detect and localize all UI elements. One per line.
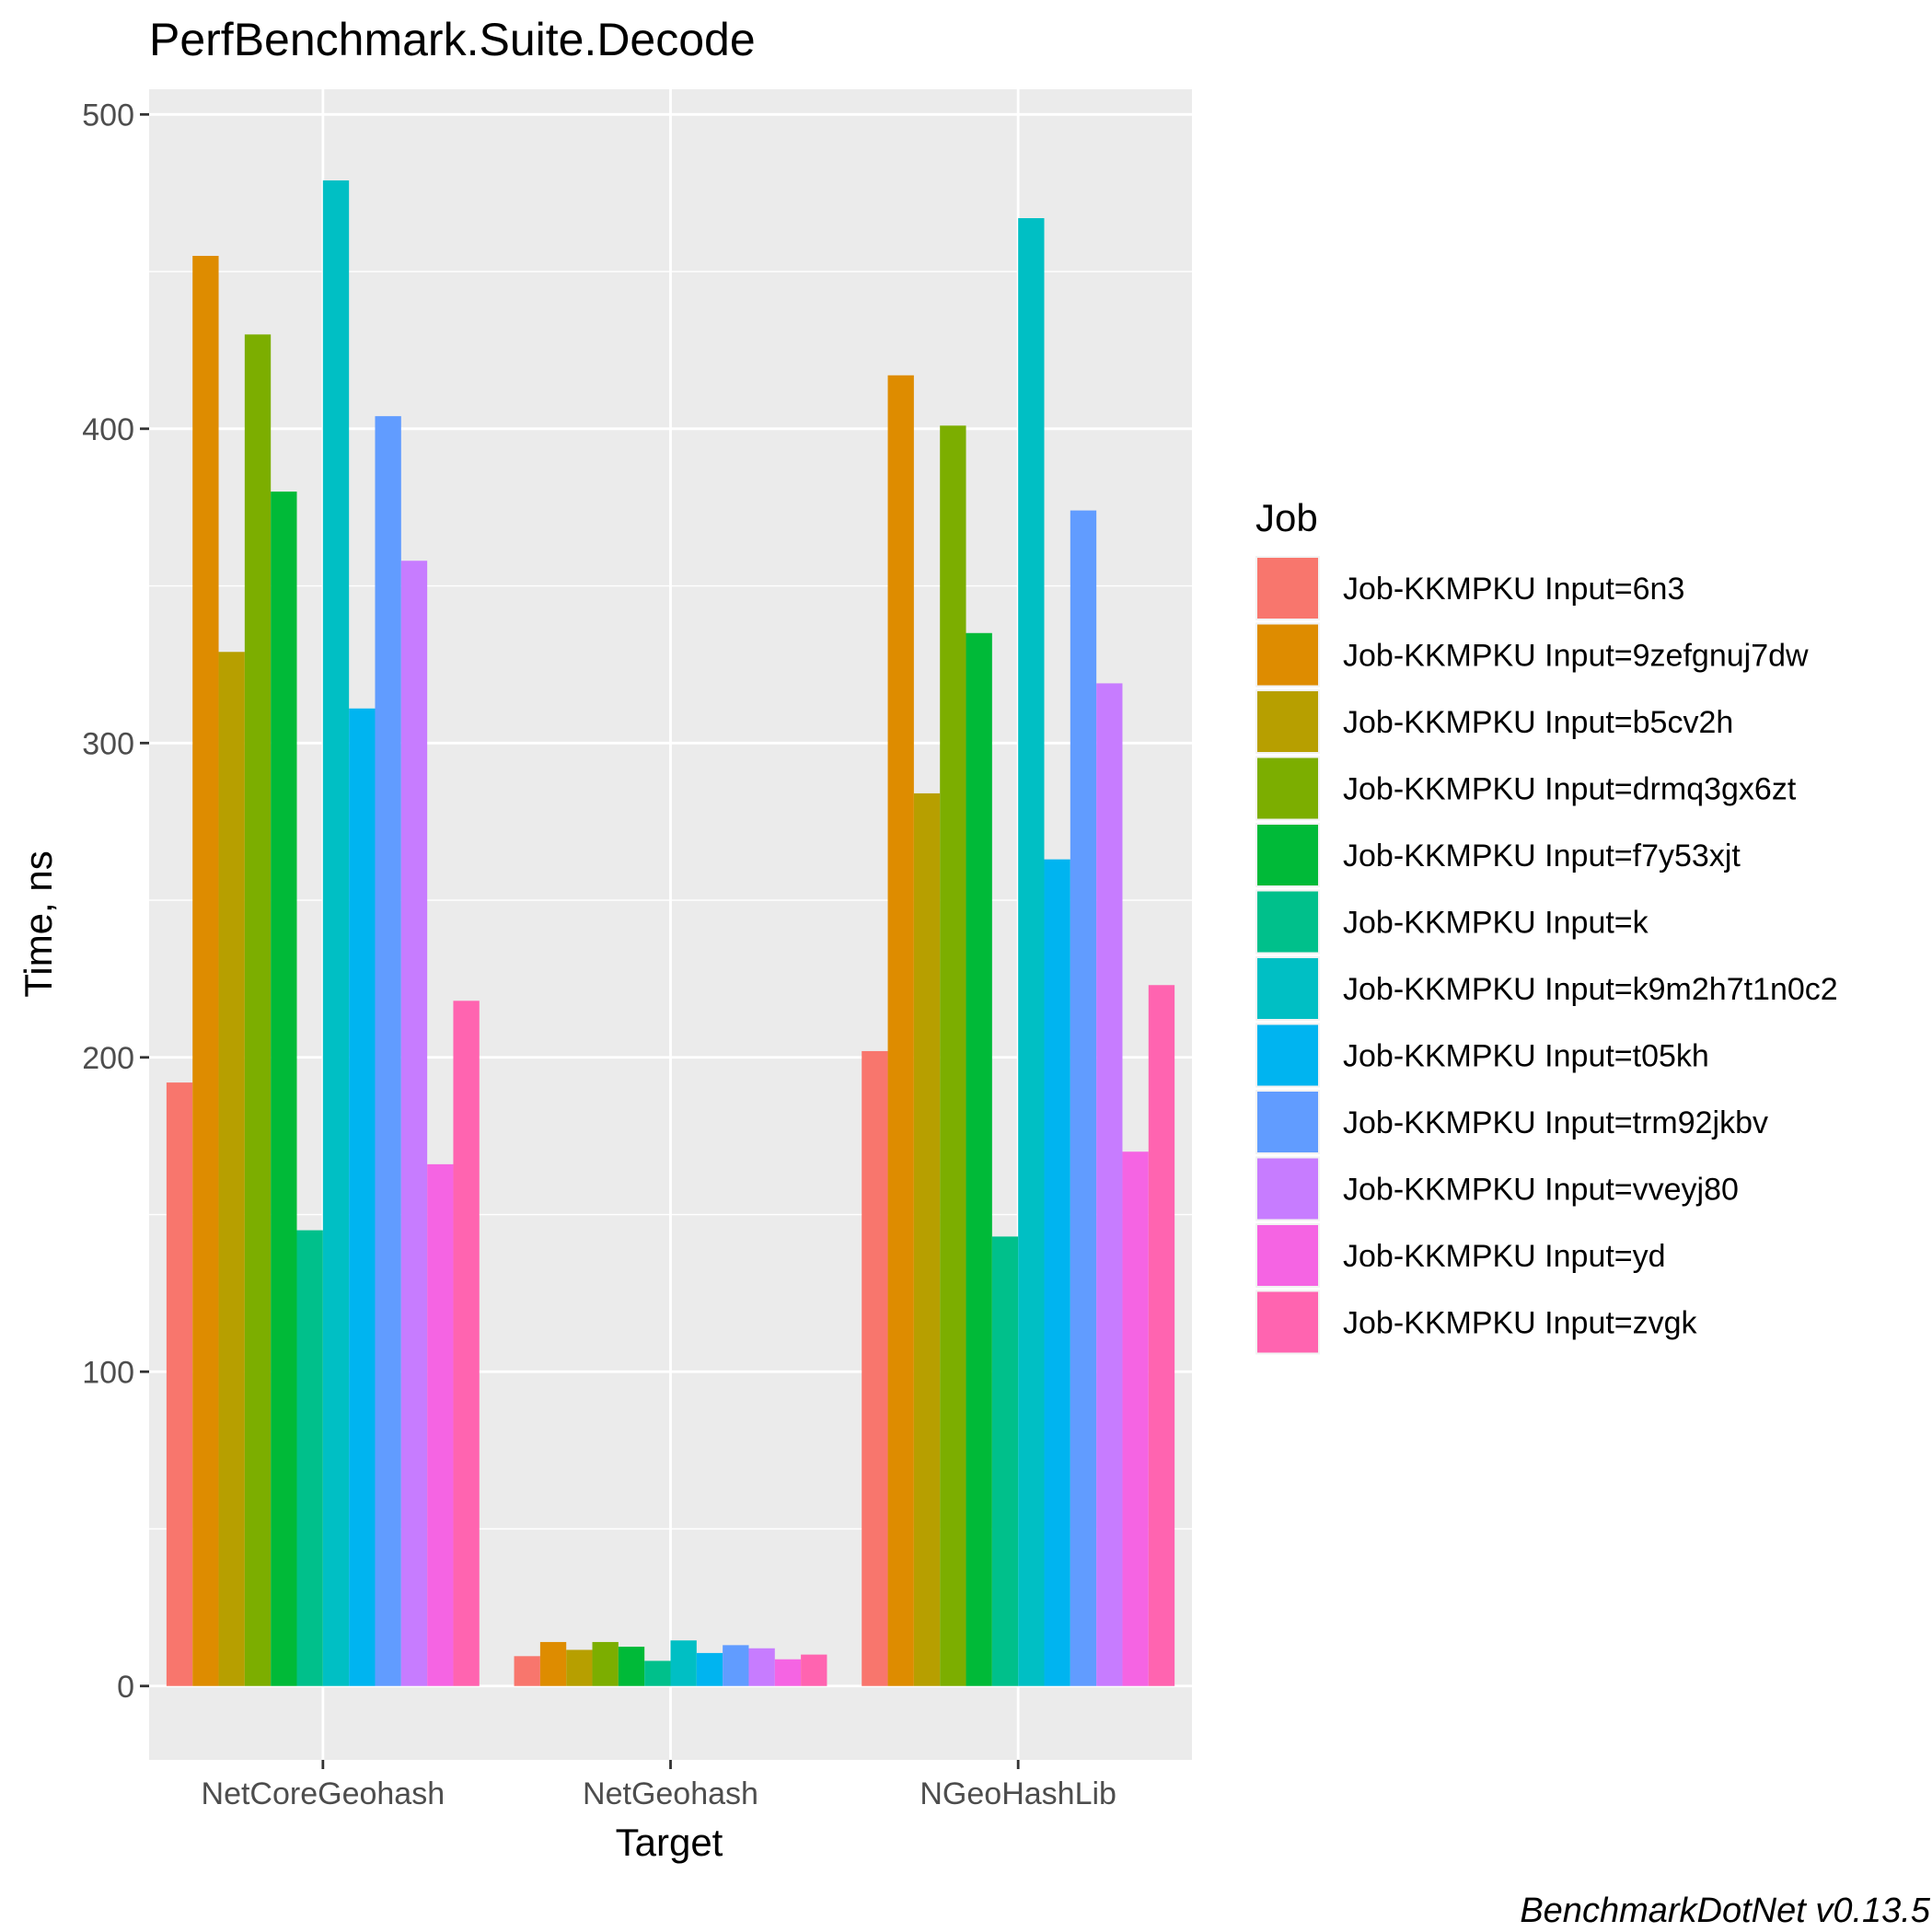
bar — [1148, 985, 1175, 1686]
bar — [696, 1652, 723, 1686]
bar — [1122, 1151, 1149, 1686]
bar — [644, 1660, 671, 1686]
legend-label: Job-KKMPKU Input=t05kh — [1343, 1039, 1709, 1074]
legend-label: Job-KKMPKU Input=trm92jkbv — [1343, 1105, 1768, 1140]
legend-key — [1257, 1092, 1318, 1152]
legend-key — [1257, 1291, 1318, 1353]
legend-item: Job-KKMPKU Input=9zefgnuj7dw — [1255, 622, 1809, 688]
bar — [375, 416, 401, 1686]
bar — [618, 1647, 645, 1686]
bar — [887, 375, 914, 1686]
legend-key — [1257, 624, 1318, 686]
legend-key — [1257, 825, 1318, 885]
legend-label: Job-KKMPKU Input=6n3 — [1343, 572, 1684, 607]
bar — [592, 1641, 619, 1686]
legend-item: Job-KKMPKU Input=t05kh — [1255, 1023, 1709, 1088]
legend-item: Job-KKMPKU Input=zvgk — [1255, 1290, 1698, 1355]
bar — [940, 425, 966, 1686]
bar — [966, 632, 992, 1686]
bar — [1070, 510, 1097, 1686]
y-tick-label: 100 — [82, 1355, 134, 1390]
legend-item: Job-KKMPKU Input=drmq3gx6zt — [1255, 756, 1797, 821]
legend-key — [1257, 1225, 1318, 1286]
y-axis: 0 100 200 300 400 500 — [82, 98, 149, 1705]
legend-item: Job-KKMPKU Input=k9m2h7t1n0c2 — [1255, 956, 1838, 1021]
y-tick-label: 500 — [82, 98, 134, 133]
bar — [670, 1640, 697, 1686]
bar — [1044, 859, 1070, 1686]
bar — [913, 792, 941, 1686]
x-tick-label: NGeoHashLib — [920, 1776, 1116, 1811]
legend-item: Job-KKMPKU Input=vveyj80 — [1255, 1156, 1739, 1221]
bar — [244, 334, 272, 1686]
bar — [400, 561, 428, 1686]
bars — [166, 180, 1175, 1686]
legend-label: Job-KKMPKU Input=9zefgnuj7dw — [1343, 639, 1809, 674]
legend-label: Job-KKMPKU Input=k — [1343, 906, 1649, 941]
y-tick-label: 300 — [82, 726, 134, 761]
bar — [271, 492, 297, 1686]
legend-item: Job-KKMPKU Input=6n3 — [1255, 556, 1684, 620]
legend-title: Job — [1255, 496, 1318, 539]
bar — [862, 1050, 888, 1686]
legend-key — [1257, 891, 1318, 953]
bar — [991, 1236, 1019, 1686]
chart-title: PerfBenchmark.Suite.Decode — [149, 14, 756, 65]
bar — [192, 255, 219, 1686]
y-tick-label: 0 — [117, 1670, 134, 1705]
legend-item: Job-KKMPKU Input=b5cv2h — [1255, 689, 1733, 754]
y-tick-label: 200 — [82, 1041, 134, 1076]
legend-label: Job-KKMPKU Input=b5cv2h — [1343, 705, 1733, 740]
legend-label: Job-KKMPKU Input=f7y53xjt — [1343, 839, 1741, 873]
legend-key — [1257, 1158, 1318, 1220]
legend-key — [1257, 1024, 1318, 1086]
bar — [774, 1659, 802, 1686]
bar — [1096, 683, 1123, 1686]
legend-key — [1257, 691, 1318, 752]
bar — [296, 1230, 323, 1686]
y-tick-label: 400 — [82, 412, 134, 447]
legend-label: Job-KKMPKU Input=yd — [1343, 1239, 1666, 1274]
bar — [514, 1656, 540, 1686]
caption: BenchmarkDotNet v0.13.5 — [1520, 1892, 1931, 1930]
legend-item: Job-KKMPKU Input=f7y53xjt — [1255, 823, 1741, 887]
bar — [349, 708, 376, 1686]
bar — [166, 1082, 193, 1686]
legend-label: Job-KKMPKU Input=drmq3gx6zt — [1343, 772, 1797, 807]
x-axis-title: Target — [616, 1821, 723, 1864]
legend-key — [1257, 558, 1318, 619]
bar — [1018, 218, 1045, 1686]
legend-key — [1257, 958, 1318, 1019]
bar — [566, 1649, 593, 1686]
legend-item: Job-KKMPKU Input=yd — [1255, 1223, 1666, 1288]
bar — [801, 1654, 827, 1686]
bar — [218, 652, 245, 1686]
legend-key — [1257, 758, 1318, 819]
bar — [322, 180, 350, 1686]
x-axis: NetCoreGeohash NetGeohash NGeoHashLib — [202, 1760, 1116, 1811]
bar — [748, 1648, 775, 1686]
legend-label: Job-KKMPKU Input=k9m2h7t1n0c2 — [1343, 972, 1838, 1007]
x-tick-label: NetCoreGeohash — [202, 1776, 445, 1811]
legend-items: Job-KKMPKU Input=6n3 Job-KKMPKU Input=9ze… — [1255, 556, 1838, 1355]
bar — [427, 1163, 454, 1686]
bar — [539, 1641, 567, 1686]
bar — [453, 1001, 480, 1686]
legend-label: Job-KKMPKU Input=zvgk — [1343, 1306, 1698, 1341]
bar — [723, 1645, 749, 1686]
legend-label: Job-KKMPKU Input=vveyj80 — [1343, 1173, 1739, 1208]
legend-item: Job-KKMPKU Input=trm92jkbv — [1255, 1090, 1768, 1154]
x-tick-label: NetGeohash — [583, 1776, 758, 1811]
legend-item: Job-KKMPKU Input=k — [1255, 889, 1649, 954]
y-axis-title: Time, ns — [17, 850, 60, 997]
